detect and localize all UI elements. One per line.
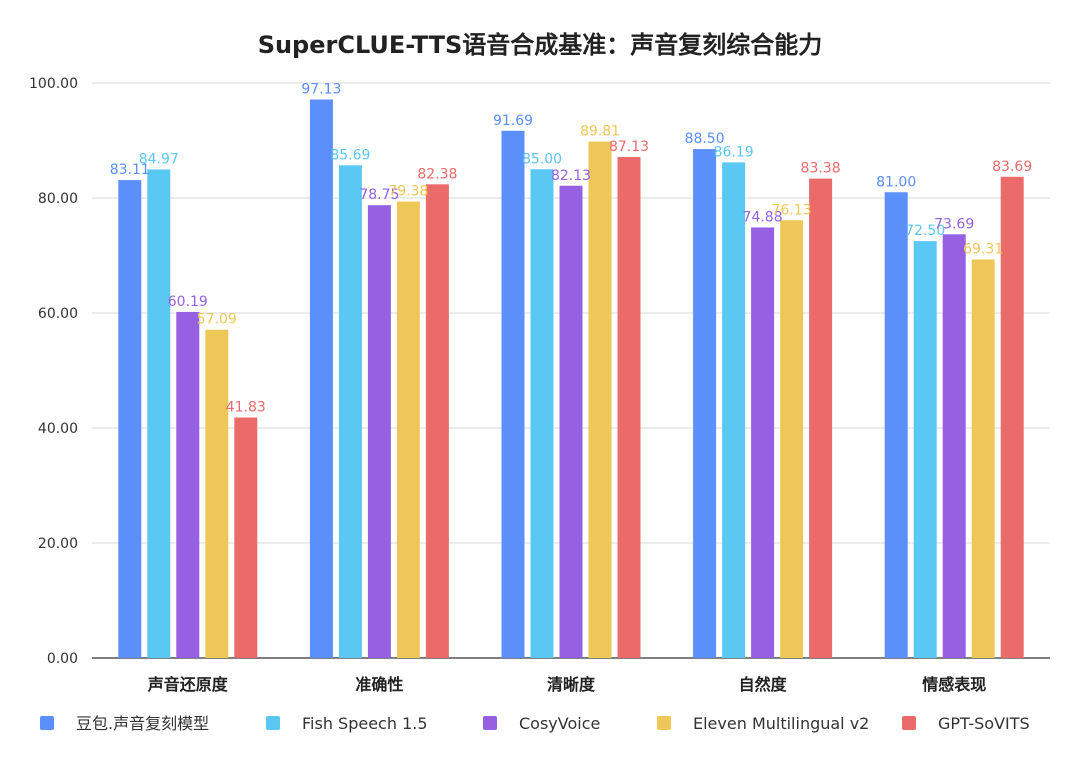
bar <box>118 180 142 658</box>
bar <box>147 169 171 659</box>
legend-swatch <box>266 716 280 730</box>
bar <box>693 149 717 658</box>
legend-label: Fish Speech 1.5 <box>302 714 428 733</box>
bar <box>234 417 258 658</box>
legend-item: CosyVoice <box>483 714 600 733</box>
x-tick-label: 自然度 <box>739 675 788 694</box>
bar <box>501 130 525 659</box>
legend-item: 豆包.声音复刻模型 <box>40 714 209 733</box>
data-label: 85.00 <box>522 151 562 167</box>
bar <box>1000 176 1024 658</box>
data-label: 88.50 <box>685 131 725 147</box>
bar <box>617 157 641 658</box>
bar <box>559 185 583 658</box>
data-label: 82.38 <box>417 166 457 182</box>
legend-swatch <box>483 716 497 730</box>
data-label: 76.13 <box>772 202 812 218</box>
data-label: 60.19 <box>168 294 208 310</box>
y-tick-label: 0.00 <box>47 651 78 667</box>
data-label: 82.13 <box>551 168 591 184</box>
y-tick-label: 20.00 <box>38 536 78 552</box>
x-axis-ticks: 声音还原度 准确性 清晰度 自然度 情感表现 <box>147 675 986 694</box>
bar <box>971 259 995 658</box>
bar <box>722 162 746 658</box>
data-label: 86.19 <box>714 144 754 160</box>
bar <box>884 192 908 658</box>
bar <box>338 165 362 658</box>
legend-label: CosyVoice <box>519 714 600 733</box>
data-label: 69.31 <box>963 241 1003 257</box>
bar <box>588 141 612 658</box>
data-label: 74.88 <box>743 209 783 225</box>
data-label: 79.38 <box>388 184 428 200</box>
data-label: 91.69 <box>493 113 533 129</box>
x-tick-label: 清晰度 <box>547 675 596 694</box>
legend-swatch <box>40 716 54 730</box>
legend-item: GPT-SoVITS <box>902 714 1030 733</box>
bar <box>396 201 420 658</box>
bar <box>425 184 449 658</box>
legend: 豆包.声音复刻模型 Fish Speech 1.5 CosyVoice Eleven … <box>40 714 1030 733</box>
bar <box>205 329 229 658</box>
legend-swatch <box>902 716 916 730</box>
x-tick-label: 情感表现 <box>922 675 986 694</box>
data-label: 83.11 <box>110 162 150 178</box>
y-tick-label: 60.00 <box>38 306 78 322</box>
y-tick-label: 80.00 <box>38 191 78 207</box>
data-label: 73.69 <box>934 216 974 232</box>
data-label: 85.69 <box>330 147 370 163</box>
bar <box>780 220 804 658</box>
data-label: 41.83 <box>226 399 266 415</box>
data-label: 72.50 <box>905 223 945 239</box>
data-label: 81.00 <box>876 174 916 190</box>
bar <box>809 178 833 658</box>
data-label: 83.69 <box>992 159 1032 175</box>
data-label: 57.09 <box>197 312 237 328</box>
bar <box>530 169 554 658</box>
bars <box>118 99 1024 659</box>
bar <box>176 311 200 658</box>
bar <box>942 234 966 658</box>
legend-label: Eleven Multilingual v2 <box>693 714 869 733</box>
x-tick-label: 声音还原度 <box>147 675 229 694</box>
data-label: 89.81 <box>580 124 620 140</box>
y-tick-label: 100.00 <box>29 76 78 92</box>
legend-item: Fish Speech 1.5 <box>266 714 428 733</box>
data-label: 97.13 <box>301 82 341 98</box>
bar <box>751 227 775 658</box>
legend-swatch <box>657 716 671 730</box>
legend-item: Eleven Multilingual v2 <box>657 714 869 733</box>
data-label: 84.97 <box>139 151 179 167</box>
y-tick-label: 40.00 <box>38 421 78 437</box>
data-label: 87.13 <box>609 139 649 155</box>
bar <box>309 99 333 658</box>
bar <box>913 241 937 658</box>
bar <box>367 205 391 658</box>
legend-label: 豆包.声音复刻模型 <box>76 714 209 733</box>
data-label: 83.38 <box>801 161 841 177</box>
legend-label: GPT-SoVITS <box>938 714 1030 733</box>
chart-title: SuperCLUE-TTS语音合成基准：声音复刻综合能力 <box>258 31 823 59</box>
x-tick-label: 准确性 <box>355 675 403 694</box>
y-axis-ticks: 0.00 20.00 40.00 60.00 80.00 100.00 <box>29 76 78 667</box>
data-label: 78.75 <box>359 187 399 203</box>
